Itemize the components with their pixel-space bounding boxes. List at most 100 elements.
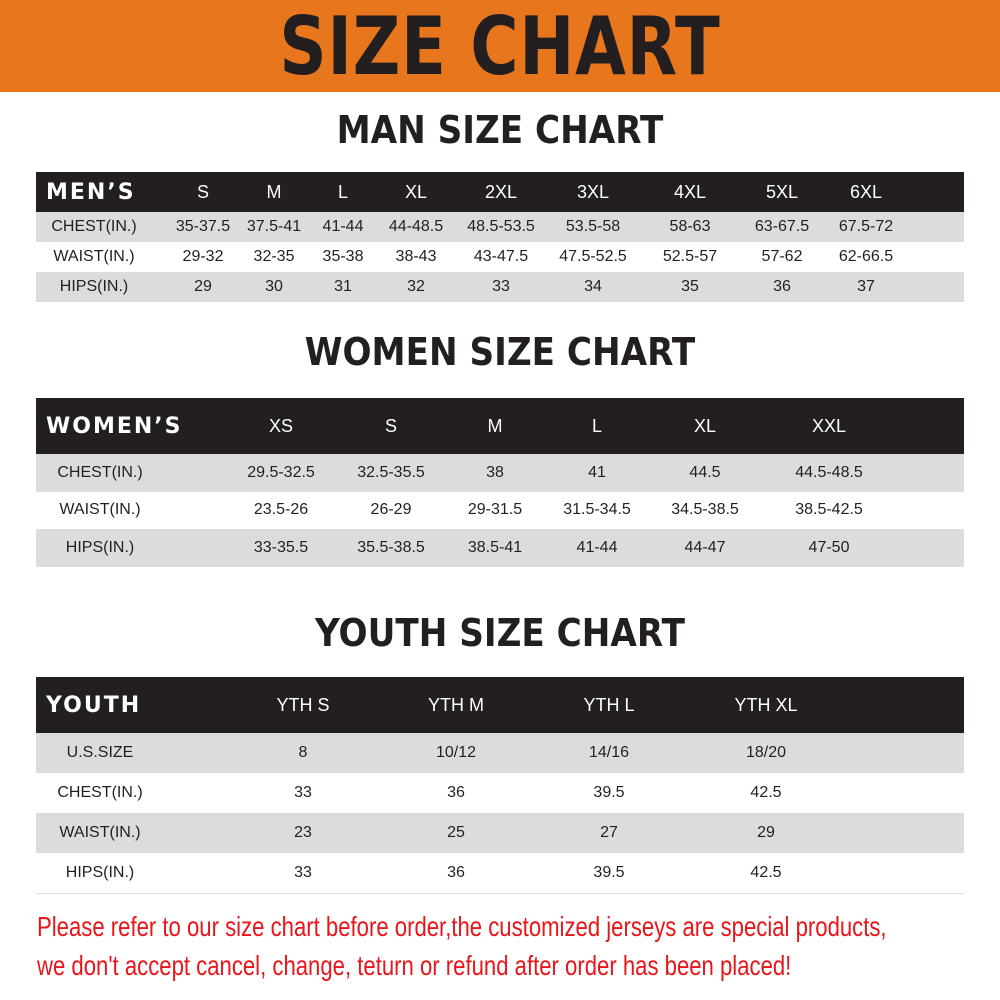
measurement-cell: 34.5-38.5	[671, 501, 739, 519]
measurement-cell: 63-67.5	[754, 218, 810, 235]
table-title-cell: MEN’S	[46, 179, 136, 205]
table-row: CHEST(IN.) 33 36 39.5 42.5	[36, 773, 964, 813]
row-label: WAIST(IN.)	[59, 824, 141, 841]
measurement-cell: 8	[298, 744, 308, 761]
size-header-cell: L	[337, 181, 349, 202]
measurement-cell: 25	[447, 824, 465, 841]
measurement-cell: 33-35.5	[253, 538, 309, 556]
measurement-cell: 42.5	[750, 864, 782, 881]
row-label: CHEST(IN.)	[57, 784, 143, 801]
measurement-cell: 41-44	[576, 538, 618, 556]
measurement-cell: 44-47	[684, 538, 726, 556]
measurement-cell: 38	[486, 463, 504, 481]
table-title-cell: WOMEN’S	[46, 413, 183, 439]
measurement-cell: 53.5-58	[565, 218, 621, 235]
measurement-cell: 32.5-35.5	[357, 463, 425, 481]
measurement-cell: 47-50	[808, 538, 850, 556]
size-header-cell: XL	[693, 415, 717, 436]
measurement-cell: 37	[857, 278, 875, 295]
size-header-cell: 2XL	[484, 181, 518, 202]
table-row: HIPS(IN.) 33 36 39.5 42.5	[36, 853, 964, 893]
measurement-cell: 26-29	[370, 501, 412, 519]
size-header-cell: M	[487, 415, 503, 436]
size-header-cell: XL	[404, 181, 428, 202]
measurement-cell: 39.5	[593, 864, 625, 881]
table-header-row: MEN’S S M L XL 2XL 3XL 4XL 5XL 6XL	[36, 172, 964, 212]
measurement-cell: 31	[334, 278, 352, 295]
measurement-cell: 33	[294, 864, 312, 881]
row-label: U.S.SIZE	[66, 744, 134, 761]
measurement-cell: 30	[265, 278, 283, 295]
measurement-cell: 42.5	[750, 784, 782, 801]
size-header-cell: S	[384, 415, 398, 436]
measurement-cell: 57-62	[761, 248, 803, 265]
measurement-cell: 44-48.5	[388, 218, 444, 235]
measurement-cell: 58-63	[669, 218, 711, 235]
row-label: WAIST(IN.)	[53, 248, 135, 265]
measurement-cell: 35-37.5	[175, 218, 231, 235]
size-header-cell: S	[196, 181, 210, 202]
measurement-cell: 34	[584, 278, 602, 295]
measurement-cell: 47.5-52.5	[559, 248, 627, 265]
measurement-cell: 31.5-34.5	[563, 501, 631, 519]
measurement-cell: 41	[588, 463, 606, 481]
measurement-cell: 29	[757, 824, 775, 841]
measurement-cell: 36	[773, 278, 791, 295]
row-label: HIPS(IN.)	[65, 538, 135, 556]
table-title-cell: YOUTH	[46, 692, 142, 718]
table-row: U.S.SIZE 8 10/12 14/16 18/20	[36, 733, 964, 773]
row-label: HIPS(IN.)	[65, 864, 135, 881]
measurement-cell: 33	[294, 784, 312, 801]
measurement-cell: 10/12	[435, 744, 477, 761]
size-header-cell: YTH S	[276, 694, 330, 715]
size-header-cell: 5XL	[765, 181, 799, 202]
youth-section-title: YOUTH SIZE CHART	[314, 611, 685, 655]
size-header-cell: 6XL	[849, 181, 883, 202]
measurement-cell: 44.5	[689, 463, 721, 481]
measurement-cell: 32-35	[253, 248, 295, 265]
measurement-cell: 32	[407, 278, 425, 295]
row-label: WAIST(IN.)	[59, 501, 141, 519]
measurement-cell: 33	[492, 278, 510, 295]
measurement-cell: 29	[194, 278, 212, 295]
measurement-cell: 36	[447, 864, 465, 881]
measurement-cell: 23.5-26	[253, 501, 309, 519]
row-label: CHEST(IN.)	[51, 218, 137, 235]
measurement-cell: 29-32	[182, 248, 224, 265]
measurement-cell: 38.5-42.5	[795, 501, 863, 519]
measurement-cell: 44.5-48.5	[795, 463, 863, 481]
measurement-cell: 67.5-72	[838, 218, 894, 235]
notice-line-2: we don't accept cancel, change, teturn o…	[37, 950, 792, 981]
size-header-cell: YTH XL	[734, 694, 798, 715]
men-section-title: MAN SIZE CHART	[336, 108, 664, 152]
measurement-cell: 23	[294, 824, 312, 841]
measurement-cell: 35.5-38.5	[357, 538, 425, 556]
measurement-cell: 29-31.5	[467, 501, 523, 519]
measurement-cell: 14/16	[588, 744, 630, 761]
size-header-cell: YTH M	[428, 694, 484, 715]
row-label: CHEST(IN.)	[57, 463, 143, 481]
measurement-cell: 39.5	[593, 784, 625, 801]
page-title: SIZE CHART	[279, 0, 721, 93]
measurement-cell: 48.5-53.5	[467, 218, 535, 235]
table-header-row: WOMEN’S XS S M L XL XXL	[36, 398, 964, 454]
table-row: CHEST(IN.) 35-37.5 37.5-41 41-44 44-48.5 48.5…	[36, 212, 964, 242]
measurement-cell: 27	[600, 824, 618, 841]
measurement-cell: 35-38	[322, 248, 364, 265]
women-section-title: WOMEN SIZE CHART	[304, 330, 696, 374]
size-header-cell: L	[591, 415, 603, 436]
table-row: WAIST(IN.) 29-32 32-35 35-38 38-43 43-47.5 47.…	[36, 242, 964, 272]
measurement-cell: 41-44	[322, 218, 364, 235]
table-header-row: YOUTH YTH S YTH M YTH L YTH XL	[36, 677, 964, 733]
measurement-cell: 43-47.5	[473, 248, 529, 265]
measurement-cell: 36	[447, 784, 465, 801]
size-header-cell: M	[266, 181, 282, 202]
notice-line-1: Please refer to our size chart before or…	[37, 911, 887, 942]
measurement-cell: 35	[681, 278, 699, 295]
table-row: CHEST(IN.) 29.5-32.5 32.5-35.5 38 41 44.5 44.5…	[36, 454, 964, 492]
measurement-cell: 38-43	[395, 248, 437, 265]
size-header-cell: 4XL	[673, 181, 707, 202]
measurement-cell: 62-66.5	[838, 248, 894, 265]
title-banner: SIZE CHART	[0, 0, 1000, 93]
measurement-cell: 37.5-41	[246, 218, 302, 235]
